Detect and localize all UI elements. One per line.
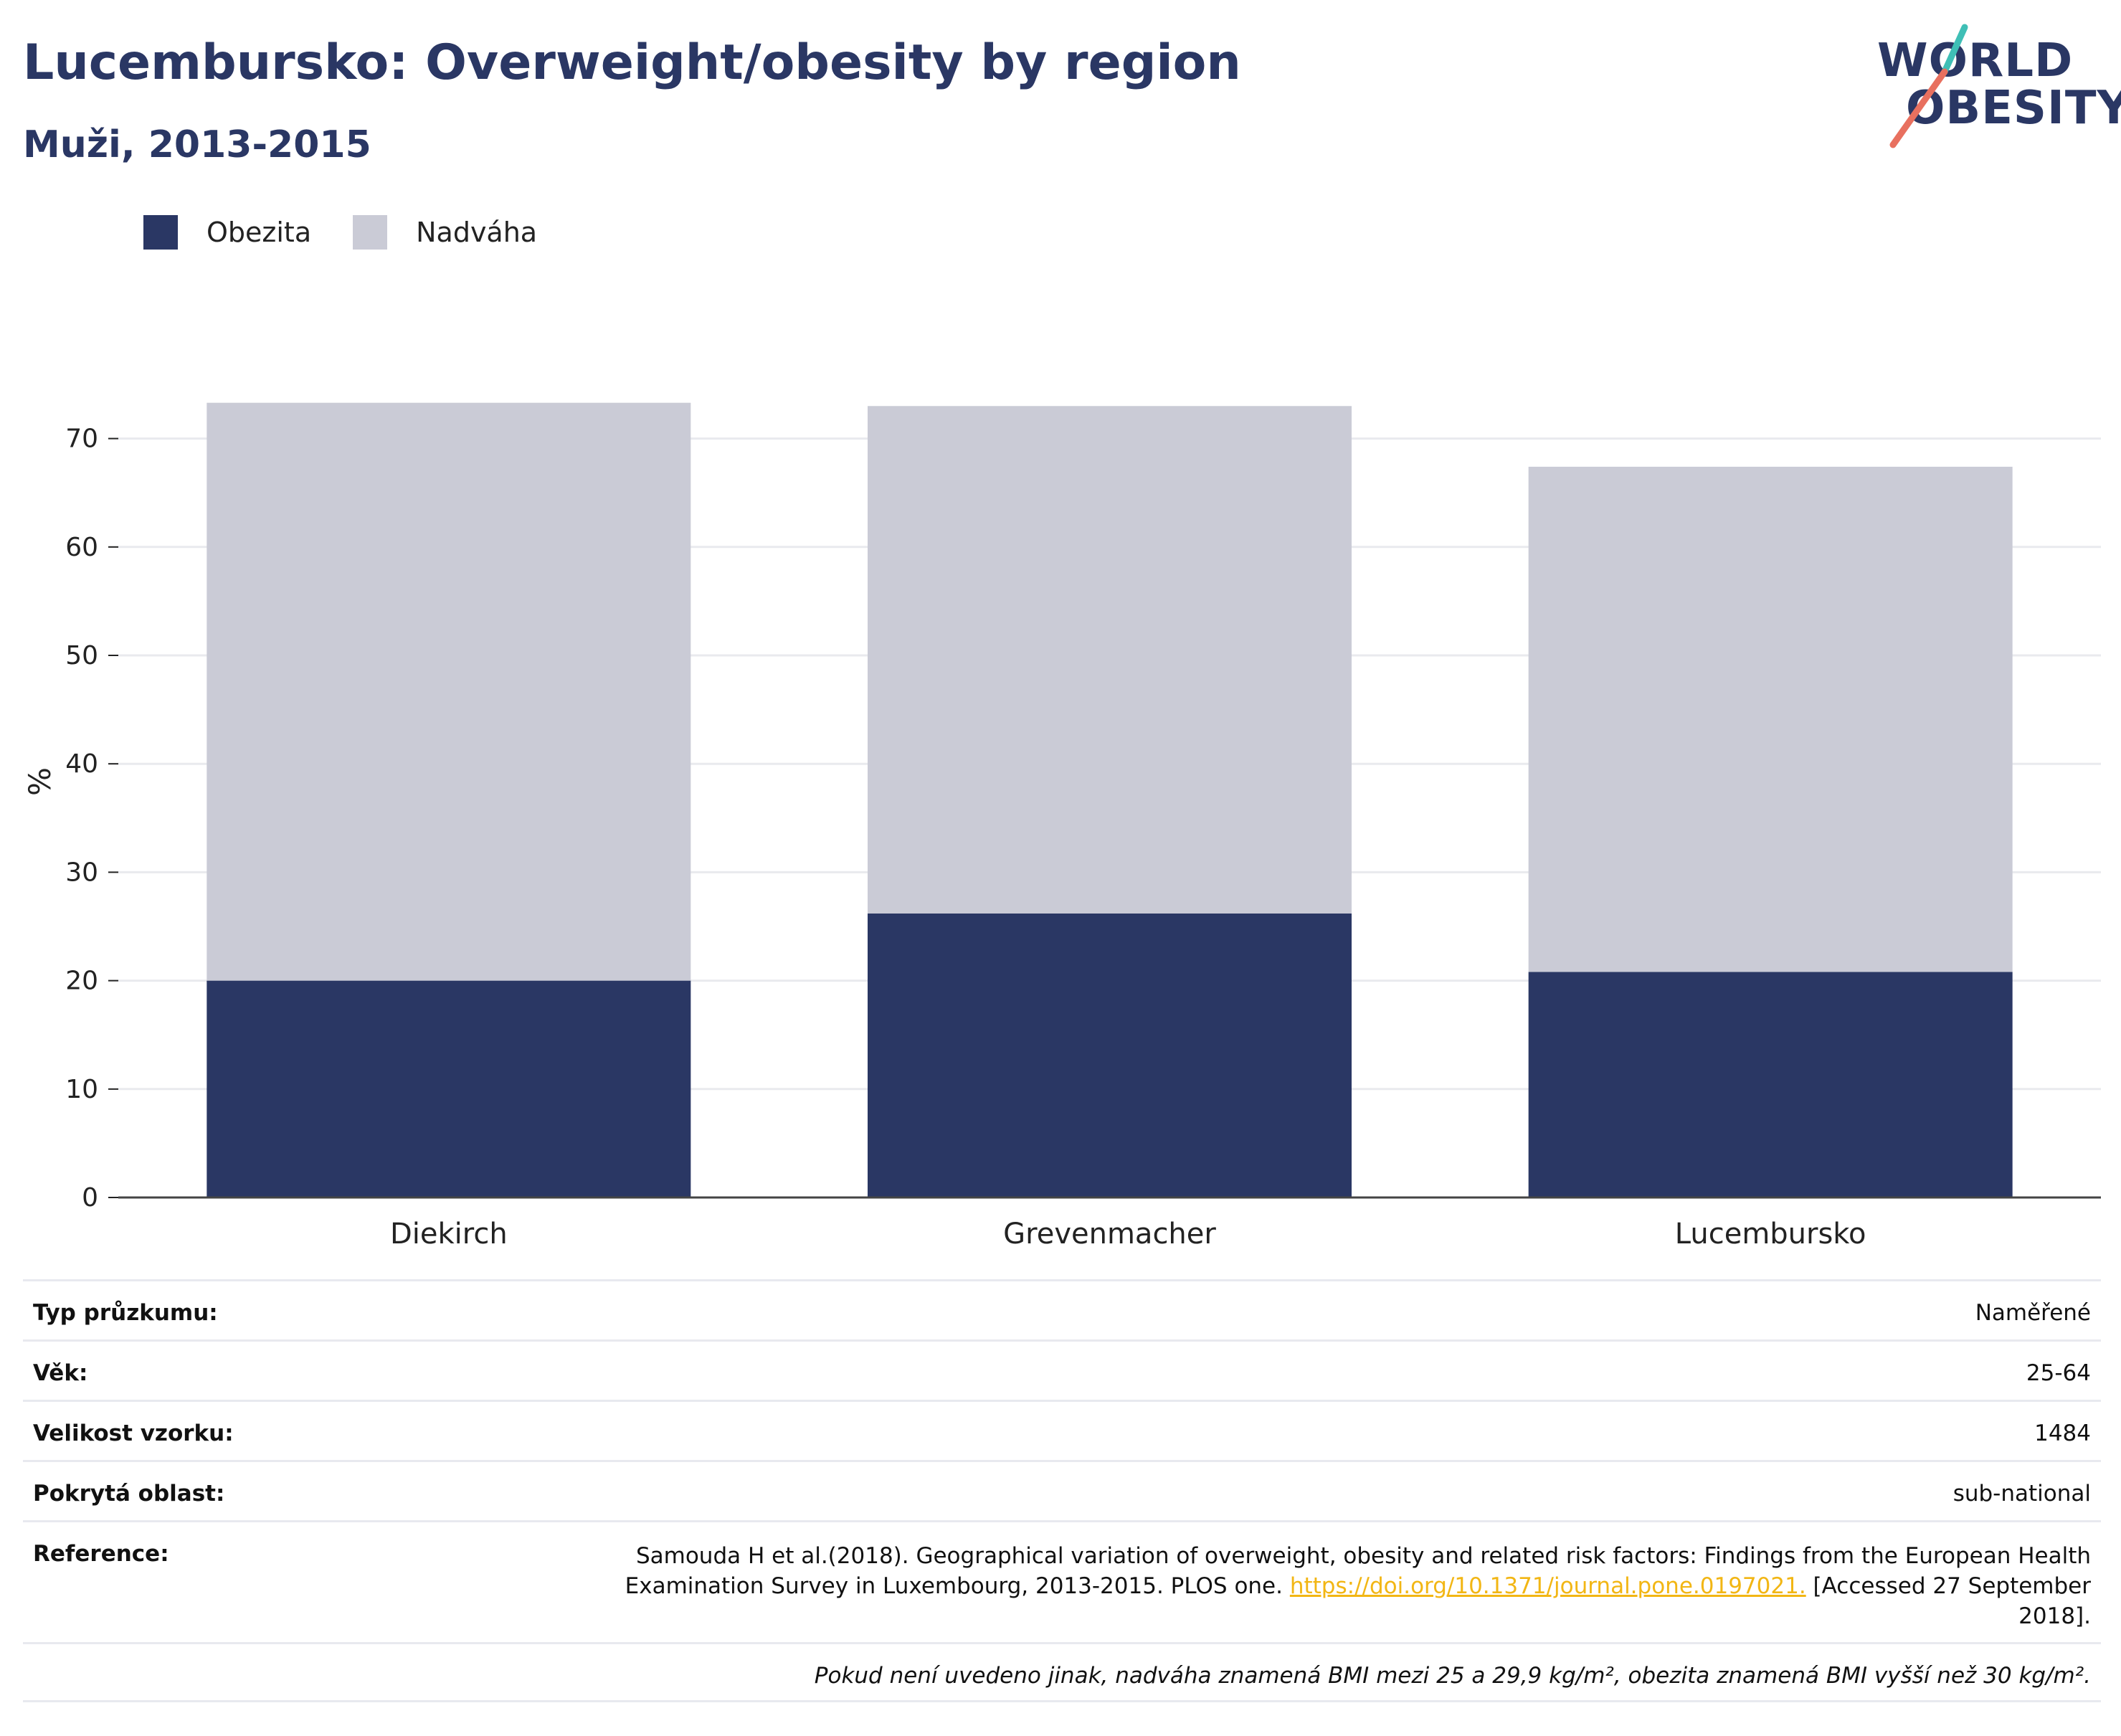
chart-subtitle: Muži, 2013-2015 — [23, 123, 371, 166]
legend-swatch-overweight — [353, 215, 388, 250]
info-row-reference: Reference: Samouda H et al.(2018). Geogr… — [23, 1520, 2101, 1642]
y-tick-label: 0 — [82, 1183, 98, 1213]
bar-obesity — [207, 980, 691, 1197]
reference-label: Reference: — [33, 1541, 169, 1567]
y-tick-label: 10 — [65, 1075, 98, 1104]
coverage-value: sub-national — [1952, 1481, 2091, 1507]
legend-label-obesity: Obezita — [207, 217, 312, 248]
coverage-label: Pokrytá oblast: — [33, 1481, 225, 1507]
bar-overweight — [207, 402, 691, 981]
y-tick-label: 60 — [65, 533, 98, 562]
bmi-definition-note: Pokud není uvedeno jinak, nadváha znamen… — [814, 1663, 2091, 1689]
y-tick-label: 30 — [65, 858, 98, 887]
legend-item-obesity[interactable]: Obezita — [143, 215, 311, 250]
bar-obesity — [868, 913, 1352, 1197]
logo-word-world: WORLD — [1877, 34, 2074, 87]
chart-title: Lucembursko: Overweight/obesity by regio… — [23, 34, 1241, 91]
bar-overweight — [868, 406, 1352, 914]
y-tick-label: 40 — [65, 749, 98, 779]
info-row-age: Věk: 25-64 — [23, 1339, 2101, 1400]
logo-slash-icon — [1889, 24, 1968, 148]
legend-item-overweight[interactable]: Nadváha — [353, 215, 537, 250]
info-row-survey-type: Typ průzkumu: Naměřené — [23, 1279, 2101, 1339]
age-label: Věk: — [33, 1360, 88, 1386]
reference-link[interactable]: https://doi.org/10.1371/journal.pone.019… — [1289, 1573, 1806, 1599]
info-row-coverage: Pokrytá oblast: sub-national — [23, 1460, 2101, 1520]
x-tick-label: Diekirch — [390, 1218, 508, 1251]
y-tick-label: 70 — [65, 424, 98, 454]
bar-obesity — [1528, 972, 2013, 1197]
survey-type-value: Naměřené — [1975, 1300, 2091, 1326]
bar-overweight — [1528, 466, 2013, 972]
survey-info-table: Typ průzkumu: Naměřené Věk: 25-64 Veliko… — [23, 1279, 2101, 1702]
sample-size-label: Velikost vzorku: — [33, 1420, 234, 1446]
sample-size-value: 1484 — [2034, 1420, 2091, 1446]
x-tick-label: Lucembursko — [1675, 1218, 1866, 1251]
world-obesity-logo: WORLD OBESITY — [1871, 22, 2121, 151]
y-tick-label: 20 — [65, 967, 98, 996]
legend-label-overweight: Nadváha — [416, 217, 538, 248]
chart-legend: Obezita Nadváha — [143, 215, 579, 250]
reference-value: Samouda H et al.(2018). Geographical var… — [599, 1541, 2091, 1631]
x-tick-label: Grevenmacher — [1003, 1218, 1216, 1251]
info-row-note: Pokud není uvedeno jinak, nadváha znamen… — [23, 1642, 2101, 1702]
info-row-sample-size: Velikost vzorku: 1484 — [23, 1400, 2101, 1460]
age-value: 25-64 — [2026, 1360, 2091, 1386]
survey-type-label: Typ průzkumu: — [33, 1300, 218, 1326]
y-axis-label: % — [22, 767, 57, 796]
reference-text-before: Samouda H et al.(2018). Geographical var… — [625, 1543, 2091, 1599]
logo-word-obesity: OBESITY — [1906, 82, 2121, 135]
bar-chart: 0 10 20 30 40 50 60 70% Diekirch Grevenmacher Luce… — [22, 402, 2101, 1251]
legend-swatch-obesity — [143, 215, 178, 250]
reference-text-after: [Accessed 27 September 2018]. — [1806, 1573, 2091, 1629]
y-tick-label: 50 — [65, 641, 98, 670]
